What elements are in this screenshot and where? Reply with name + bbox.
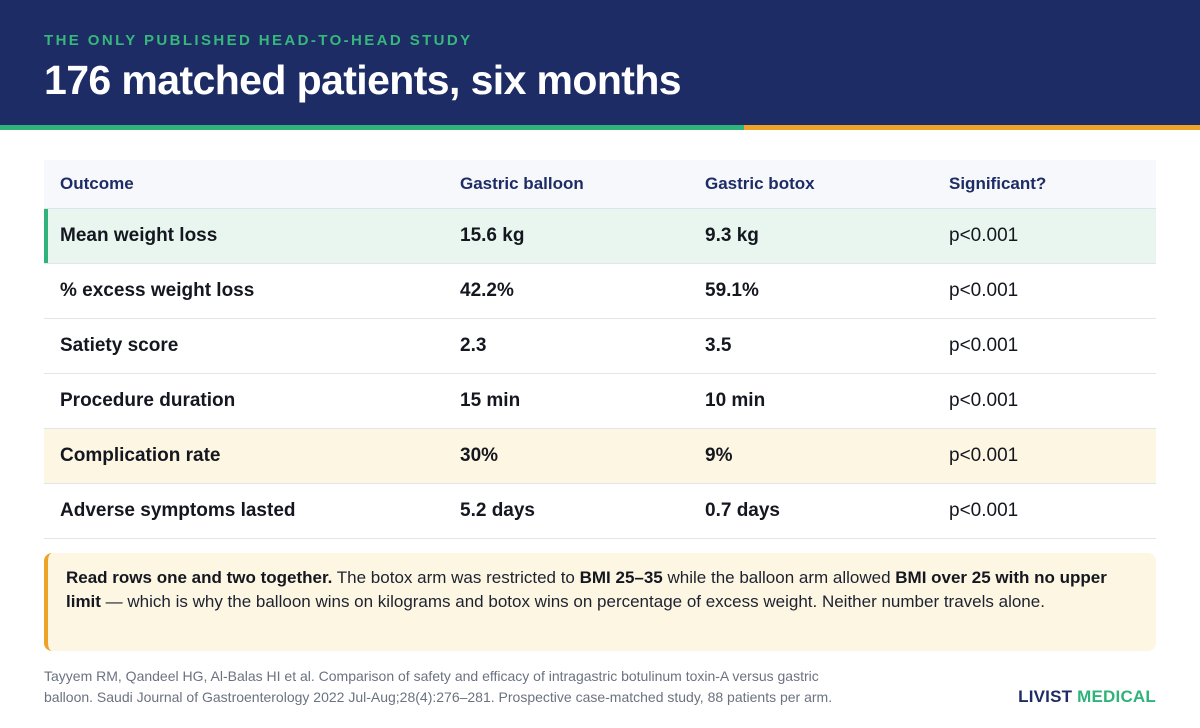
balloon-cell: 2.3	[460, 335, 487, 356]
outcome-cell: Satiety score	[60, 335, 179, 356]
significance-cell: p<0.001	[949, 335, 1019, 356]
callout-lead: Read rows one and two together.	[66, 568, 333, 587]
header-banner: THE ONLY PUBLISHED HEAD-TO-HEAD STUDY 17…	[0, 0, 1200, 125]
outcome-cell: Complication rate	[60, 445, 221, 466]
kicker-text: THE ONLY PUBLISHED HEAD-TO-HEAD STUDY	[44, 32, 473, 49]
comparison-table: Outcome Gastric balloon Gastric botox Si…	[44, 160, 1156, 539]
botox-cell: 9%	[705, 445, 733, 466]
balloon-cell: 15.6 kg	[460, 225, 525, 246]
column-header-significance: Significant?	[949, 174, 1047, 193]
botox-cell: 10 min	[705, 390, 766, 411]
significance-cell: p<0.001	[949, 445, 1019, 466]
accent-bar-green	[0, 125, 744, 130]
significance-cell: p<0.001	[949, 280, 1019, 301]
accent-bar-orange	[744, 125, 1200, 130]
logo-part-medical: MEDICAL	[1077, 687, 1156, 706]
balloon-cell: 5.2 days	[460, 500, 535, 521]
brand-logo: LIVIST MEDICAL	[1018, 687, 1156, 707]
callout-text: The botox arm was restricted to	[332, 568, 580, 587]
significance-cell: p<0.001	[949, 500, 1019, 521]
accent-bar	[0, 125, 1200, 130]
balloon-cell: 15 min	[460, 390, 521, 411]
page-title: 176 matched patients, six months	[44, 57, 682, 103]
table-row: Procedure duration 15 min 10 min p<0.001	[44, 374, 1156, 429]
outcome-cell: Procedure duration	[60, 390, 236, 411]
table-row: % excess weight loss 42.2% 59.1% p<0.001	[44, 264, 1156, 319]
table-row: Mean weight loss 15.6 kg 9.3 kg p<0.001	[44, 209, 1156, 264]
note-callout: Read rows one and two together. The boto…	[44, 553, 1156, 651]
column-header-outcome: Outcome	[60, 174, 134, 193]
column-header-balloon: Gastric balloon	[460, 174, 584, 193]
column-header-botox: Gastric botox	[705, 174, 815, 193]
logo-part-livist: LIVIST	[1018, 687, 1073, 706]
citation-line: balloon. Saudi Journal of Gastroenterolo…	[44, 689, 833, 705]
table-header: Outcome Gastric balloon Gastric botox Si…	[44, 160, 1156, 209]
botox-cell: 3.5	[705, 335, 732, 356]
callout-text: while the balloon arm allowed	[662, 568, 896, 587]
citation-line: Tayyem RM, Qandeel HG, Al-Balas HI et al…	[44, 668, 819, 684]
table-row: Satiety score 2.3 3.5 p<0.001	[44, 319, 1156, 374]
row-highlight-marker	[44, 209, 48, 263]
outcome-cell: Mean weight loss	[60, 225, 218, 246]
outcome-cell: % excess weight loss	[60, 280, 255, 301]
botox-cell: 59.1%	[705, 280, 759, 301]
balloon-cell: 30%	[460, 445, 499, 466]
callout-bold: BMI over 25 with no upper limit	[66, 568, 1107, 611]
callout-bold: BMI 25–35	[579, 568, 663, 587]
botox-cell: 0.7 days	[705, 500, 780, 521]
botox-cell: 9.3 kg	[705, 225, 759, 246]
outcome-cell: Adverse symptoms lasted	[60, 500, 296, 521]
table-row: Complication rate 30% 9% p<0.001	[44, 429, 1156, 484]
significance-cell: p<0.001	[949, 225, 1019, 246]
citation: Tayyem RM, Qandeel HG, Al-Balas HI et al…	[44, 666, 924, 708]
callout-text: — which is why the balloon wins on kilog…	[100, 592, 1045, 611]
significance-cell: p<0.001	[949, 390, 1019, 411]
table-row: Adverse symptoms lasted 5.2 days 0.7 day…	[44, 484, 1156, 539]
balloon-cell: 42.2%	[460, 280, 514, 301]
